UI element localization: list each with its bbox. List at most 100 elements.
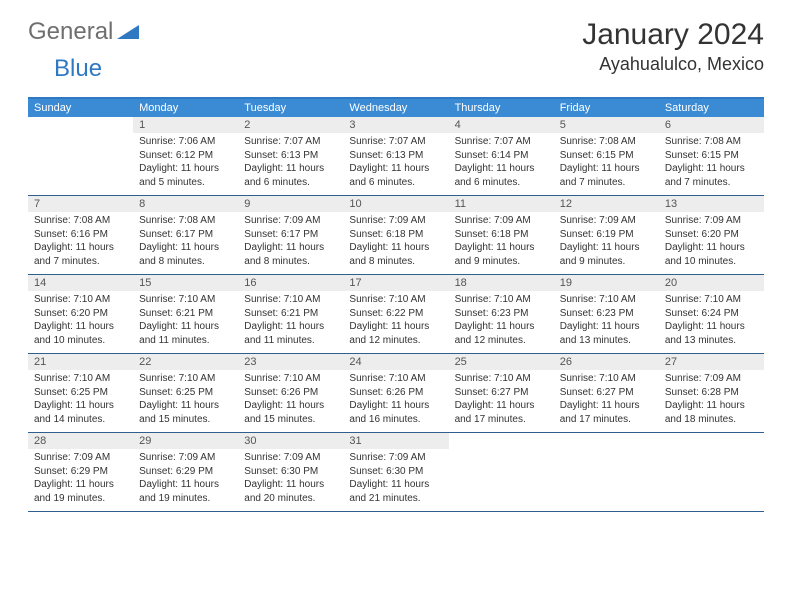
day-cell: 1Sunrise: 7:06 AMSunset: 6:12 PMDaylight… <box>133 117 238 195</box>
logo-triangle-icon <box>117 23 139 44</box>
daylight-text: Daylight: 11 hours and 6 minutes. <box>455 162 548 189</box>
day-cell: 22Sunrise: 7:10 AMSunset: 6:25 PMDayligh… <box>133 354 238 432</box>
daylight-text: Daylight: 11 hours and 17 minutes. <box>455 399 548 426</box>
day-number: 17 <box>343 275 448 291</box>
day-cell: 11Sunrise: 7:09 AMSunset: 6:18 PMDayligh… <box>449 196 554 274</box>
day-content: Sunrise: 7:10 AMSunset: 6:27 PMDaylight:… <box>449 370 554 432</box>
day-cell: 21Sunrise: 7:10 AMSunset: 6:25 PMDayligh… <box>28 354 133 432</box>
sunrise-text: Sunrise: 7:10 AM <box>244 293 337 307</box>
day-content: Sunrise: 7:09 AMSunset: 6:20 PMDaylight:… <box>659 212 764 274</box>
sunrise-text: Sunrise: 7:10 AM <box>139 293 232 307</box>
daylight-text: Daylight: 11 hours and 12 minutes. <box>349 320 442 347</box>
sunrise-text: Sunrise: 7:10 AM <box>560 372 653 386</box>
sunrise-text: Sunrise: 7:09 AM <box>349 214 442 228</box>
weekday-header: Saturday <box>659 99 764 117</box>
day-cell: 28Sunrise: 7:09 AMSunset: 6:29 PMDayligh… <box>28 433 133 511</box>
sunset-text: Sunset: 6:26 PM <box>349 386 442 400</box>
sunset-text: Sunset: 6:30 PM <box>349 465 442 479</box>
daylight-text: Daylight: 11 hours and 17 minutes. <box>560 399 653 426</box>
weekday-row: SundayMondayTuesdayWednesdayThursdayFrid… <box>28 99 764 117</box>
day-number: 6 <box>659 117 764 133</box>
sunset-text: Sunset: 6:17 PM <box>139 228 232 242</box>
sunrise-text: Sunrise: 7:08 AM <box>560 135 653 149</box>
weekday-header: Sunday <box>28 99 133 117</box>
sunset-text: Sunset: 6:16 PM <box>34 228 127 242</box>
daylight-text: Daylight: 11 hours and 9 minutes. <box>455 241 548 268</box>
day-number: 8 <box>133 196 238 212</box>
day-content: Sunrise: 7:10 AMSunset: 6:26 PMDaylight:… <box>238 370 343 432</box>
sunset-text: Sunset: 6:29 PM <box>34 465 127 479</box>
sunset-text: Sunset: 6:23 PM <box>455 307 548 321</box>
day-content: Sunrise: 7:09 AMSunset: 6:18 PMDaylight:… <box>449 212 554 274</box>
sunrise-text: Sunrise: 7:10 AM <box>139 372 232 386</box>
daylight-text: Daylight: 11 hours and 15 minutes. <box>139 399 232 426</box>
sunrise-text: Sunrise: 7:10 AM <box>244 372 337 386</box>
day-number: 24 <box>343 354 448 370</box>
day-cell: 19Sunrise: 7:10 AMSunset: 6:23 PMDayligh… <box>554 275 659 353</box>
day-content: Sunrise: 7:09 AMSunset: 6:17 PMDaylight:… <box>238 212 343 274</box>
sunrise-text: Sunrise: 7:10 AM <box>349 293 442 307</box>
day-cell: 26Sunrise: 7:10 AMSunset: 6:27 PMDayligh… <box>554 354 659 432</box>
sunrise-text: Sunrise: 7:09 AM <box>665 214 758 228</box>
sunset-text: Sunset: 6:27 PM <box>455 386 548 400</box>
day-number: 23 <box>238 354 343 370</box>
logo: General <box>28 18 141 46</box>
location-label: Ayahualulco, Mexico <box>582 54 764 75</box>
day-content: Sunrise: 7:07 AMSunset: 6:14 PMDaylight:… <box>449 133 554 195</box>
day-content: Sunrise: 7:10 AMSunset: 6:23 PMDaylight:… <box>554 291 659 353</box>
day-number: 18 <box>449 275 554 291</box>
sunrise-text: Sunrise: 7:09 AM <box>665 372 758 386</box>
day-content: Sunrise: 7:09 AMSunset: 6:28 PMDaylight:… <box>659 370 764 432</box>
daylight-text: Daylight: 11 hours and 19 minutes. <box>34 478 127 505</box>
sunset-text: Sunset: 6:15 PM <box>665 149 758 163</box>
day-cell: 14Sunrise: 7:10 AMSunset: 6:20 PMDayligh… <box>28 275 133 353</box>
day-number: 15 <box>133 275 238 291</box>
weekday-header: Tuesday <box>238 99 343 117</box>
sunrise-text: Sunrise: 7:09 AM <box>139 451 232 465</box>
sunset-text: Sunset: 6:28 PM <box>665 386 758 400</box>
daylight-text: Daylight: 11 hours and 8 minutes. <box>139 241 232 268</box>
day-content: Sunrise: 7:09 AMSunset: 6:19 PMDaylight:… <box>554 212 659 274</box>
day-content: Sunrise: 7:10 AMSunset: 6:26 PMDaylight:… <box>343 370 448 432</box>
day-cell: 7Sunrise: 7:08 AMSunset: 6:16 PMDaylight… <box>28 196 133 274</box>
sunrise-text: Sunrise: 7:08 AM <box>139 214 232 228</box>
day-cell: 31Sunrise: 7:09 AMSunset: 6:30 PMDayligh… <box>343 433 448 511</box>
daylight-text: Daylight: 11 hours and 10 minutes. <box>665 241 758 268</box>
day-number: 11 <box>449 196 554 212</box>
sunrise-text: Sunrise: 7:09 AM <box>560 214 653 228</box>
daylight-text: Daylight: 11 hours and 9 minutes. <box>560 241 653 268</box>
sunrise-text: Sunrise: 7:07 AM <box>244 135 337 149</box>
sunset-text: Sunset: 6:20 PM <box>34 307 127 321</box>
day-cell: 25Sunrise: 7:10 AMSunset: 6:27 PMDayligh… <box>449 354 554 432</box>
day-number: 29 <box>133 433 238 449</box>
day-number: 9 <box>238 196 343 212</box>
day-number: 5 <box>554 117 659 133</box>
day-content: Sunrise: 7:10 AMSunset: 6:24 PMDaylight:… <box>659 291 764 353</box>
sunset-text: Sunset: 6:13 PM <box>349 149 442 163</box>
weekday-header: Thursday <box>449 99 554 117</box>
sunset-text: Sunset: 6:13 PM <box>244 149 337 163</box>
day-content: Sunrise: 7:10 AMSunset: 6:27 PMDaylight:… <box>554 370 659 432</box>
day-number: 26 <box>554 354 659 370</box>
day-cell: 6Sunrise: 7:08 AMSunset: 6:15 PMDaylight… <box>659 117 764 195</box>
day-number: 3 <box>343 117 448 133</box>
day-cell: 17Sunrise: 7:10 AMSunset: 6:22 PMDayligh… <box>343 275 448 353</box>
logo-text-left: General <box>28 18 113 46</box>
day-cell: 20Sunrise: 7:10 AMSunset: 6:24 PMDayligh… <box>659 275 764 353</box>
day-content: Sunrise: 7:08 AMSunset: 6:15 PMDaylight:… <box>659 133 764 195</box>
sunset-text: Sunset: 6:25 PM <box>139 386 232 400</box>
day-cell: 16Sunrise: 7:10 AMSunset: 6:21 PMDayligh… <box>238 275 343 353</box>
day-number: 30 <box>238 433 343 449</box>
day-cell: 12Sunrise: 7:09 AMSunset: 6:19 PMDayligh… <box>554 196 659 274</box>
day-cell: 9Sunrise: 7:09 AMSunset: 6:17 PMDaylight… <box>238 196 343 274</box>
calendar-page: General January 2024 Ayahualulco, Mexico… <box>0 0 792 530</box>
day-content: Sunrise: 7:09 AMSunset: 6:29 PMDaylight:… <box>28 449 133 511</box>
day-cell: 8 Sunrise: 7:08 AMSunset: 6:17 PMDaylight… <box>133 196 238 274</box>
day-cell <box>554 433 659 511</box>
day-cell: 24Sunrise: 7:10 AMSunset: 6:26 PMDayligh… <box>343 354 448 432</box>
sunset-text: Sunset: 6:24 PM <box>665 307 758 321</box>
day-content: Sunrise: 7:10 AMSunset: 6:23 PMDaylight:… <box>449 291 554 353</box>
sunrise-text: Sunrise: 7:07 AM <box>455 135 548 149</box>
sunrise-text: Sunrise: 7:10 AM <box>455 293 548 307</box>
sunset-text: Sunset: 6:20 PM <box>665 228 758 242</box>
